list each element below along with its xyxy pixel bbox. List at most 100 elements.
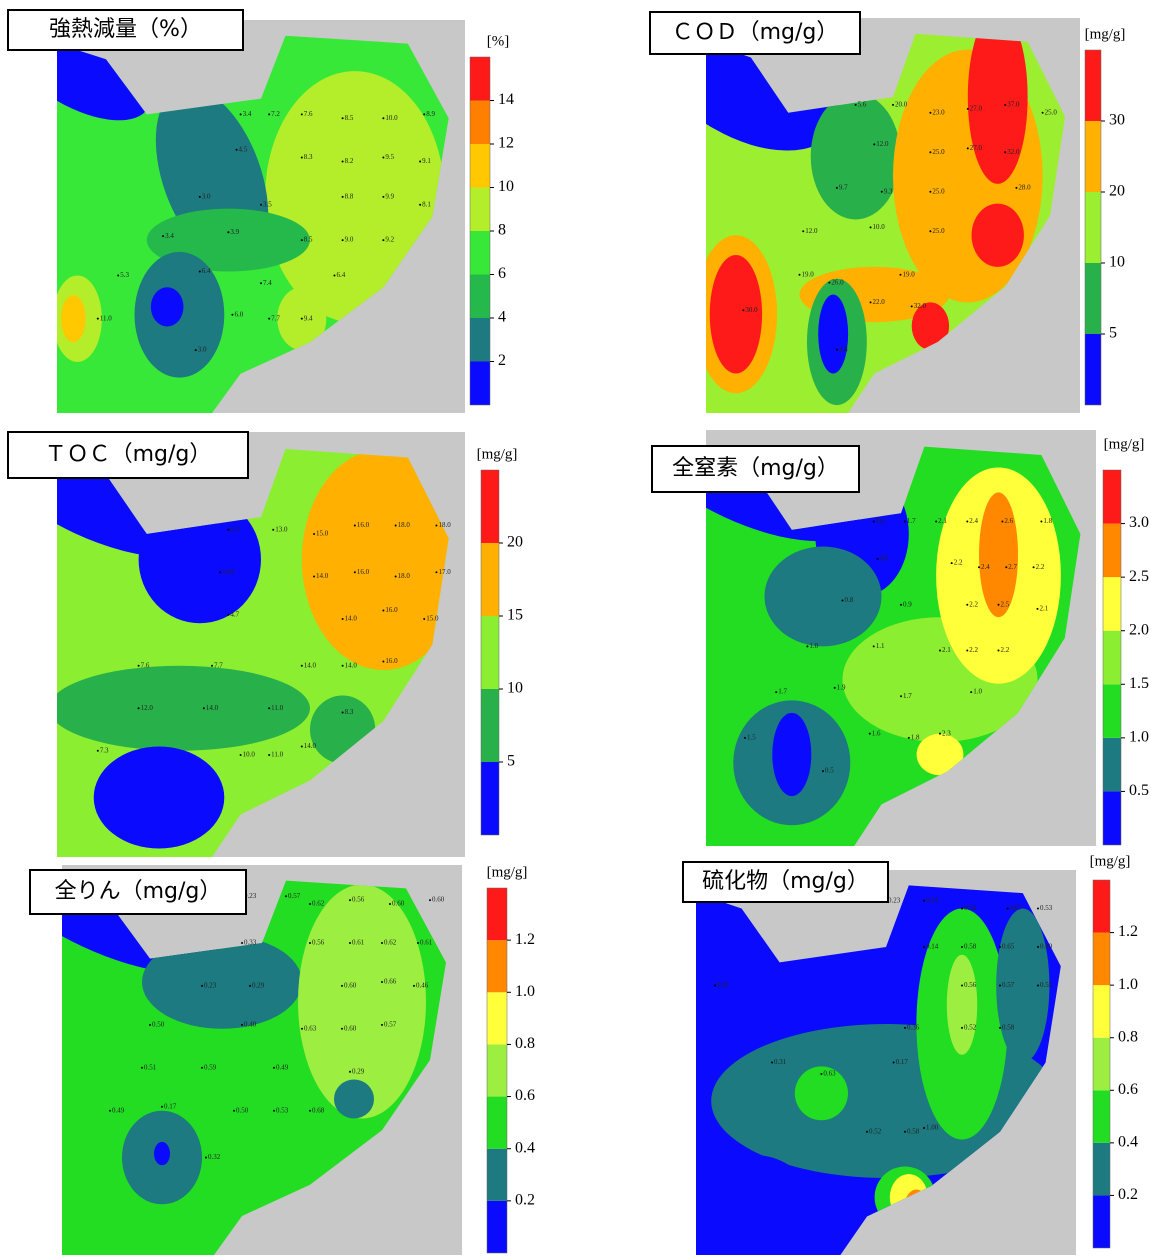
station-value: 0.32 [208,1153,221,1161]
station-value: 9.7 [839,183,848,191]
station-dot [161,1106,163,1108]
colorbar-band [481,616,499,689]
colorbar-unit: [mg/g] [1104,436,1145,452]
map: 0.230.290.530.670.530.140.580.650.400.01… [696,870,1076,1255]
station-dot [1033,566,1035,568]
station-value: 8.2 [345,157,354,165]
station-dot [900,604,902,606]
station-dot [923,1127,925,1129]
station-dot [904,1027,906,1029]
colorbar-tick-label: 1.2 [515,931,535,948]
station-value: 16.0 [385,657,398,665]
contour-region [811,93,901,219]
station-dot [1001,521,1003,523]
station-value: 7.7 [214,661,223,669]
station-dot [822,770,824,772]
station-value: 12.0 [876,140,889,148]
station-dot [893,1062,895,1064]
station-dot [195,349,197,351]
colorbar-band [1093,985,1110,1038]
station-dot [923,946,925,948]
colorbar-band [1103,738,1121,792]
station-dot [1042,112,1044,114]
station-value: 0.9 [880,555,889,563]
colorbar-tick-label: 10 [507,680,523,697]
station-value: 26.0 [831,278,844,286]
station-value: 0.46 [416,982,429,990]
colorbar-band [481,762,499,835]
station-dot [967,147,969,149]
station-value: 0.56 [964,981,977,989]
station-value: 1.00 [926,1124,939,1132]
station-dot [273,1067,275,1069]
colorbar-band [1085,192,1101,263]
colorbar-tick-label: 1.0 [515,983,535,1000]
station-dot [249,985,251,987]
colorbar-tick-label: 0.8 [1118,1028,1138,1045]
station-dot [423,618,425,620]
station-dot [1037,608,1039,610]
colorbar-band [1093,1195,1110,1248]
station-dot [1004,104,1006,106]
station-dot [1037,985,1039,987]
station-value: 0.6 [876,517,885,525]
colorbar-tick-label: 2 [498,352,506,369]
colorbar-tick-label: 20 [1109,183,1125,200]
colorbar-band [1093,1143,1110,1196]
station-value: 0.65 [1002,943,1015,951]
station-value: 20.0 [895,101,908,109]
colorbar-tick-label: 12 [498,135,514,152]
station-value: 11.0 [271,704,283,712]
station-dot [1040,521,1042,523]
station-value: 14.0 [304,661,317,669]
colorbar-tick-label: 6 [498,265,506,282]
station-value: 1.6 [872,729,881,737]
colorbar-band [481,543,499,616]
contour-region [710,255,762,374]
colorbar-band [470,275,490,319]
station-value: 15.0 [316,530,329,538]
map: 3.47.27.68.510.08.94.58.38.29.59.13.03.5… [0,0,465,413]
colorbar-band [487,940,507,992]
colorbar-tick-label: 0.4 [515,1139,535,1156]
station-dot [309,1110,311,1112]
station-value: 0.40 [1040,943,1053,951]
station-dot [967,108,969,110]
station-dot [301,157,303,159]
station-dot [929,230,931,232]
station-value: 0.29 [252,982,265,990]
station-dot [381,942,383,944]
colorbar-band [1093,933,1110,986]
station-dot [342,618,344,620]
colorbar-band [1103,631,1121,685]
station-dot [354,571,356,573]
contour-region [151,287,184,326]
station-value: 0.5 [825,767,834,775]
panel: 0.230.570.620.560.600.600.330.560.610.62… [0,807,535,1255]
station-dot [961,946,963,948]
colorbar-tick-label: 20 [507,534,523,551]
colorbar-unit: [mg/g] [1085,26,1126,42]
station-dot [1005,566,1007,568]
station-value: 9.9 [385,192,394,200]
station-value: 0.57 [384,1021,397,1029]
station-dot [970,691,972,693]
station-dot [423,113,425,115]
colorbar-tick-label: 1.2 [1118,923,1138,940]
panel: 5.620.023.027.037.025.012.025.027.032.09… [623,0,1125,413]
station-dot [233,1110,235,1112]
station-dot [435,525,437,527]
station-dot [395,525,397,527]
contour-region [334,1080,374,1119]
station-value: 2.1 [942,646,951,654]
station-dot [301,1028,303,1030]
colorbar-tick-label: 30 [1109,112,1125,129]
station-value: 0.62 [312,900,325,908]
station-value: 10.0 [385,114,398,122]
station-value: 32.0 [1007,148,1020,156]
station-dot [342,712,344,714]
station-dot [892,104,894,106]
station-dot [435,571,437,573]
station-dot [349,942,351,944]
